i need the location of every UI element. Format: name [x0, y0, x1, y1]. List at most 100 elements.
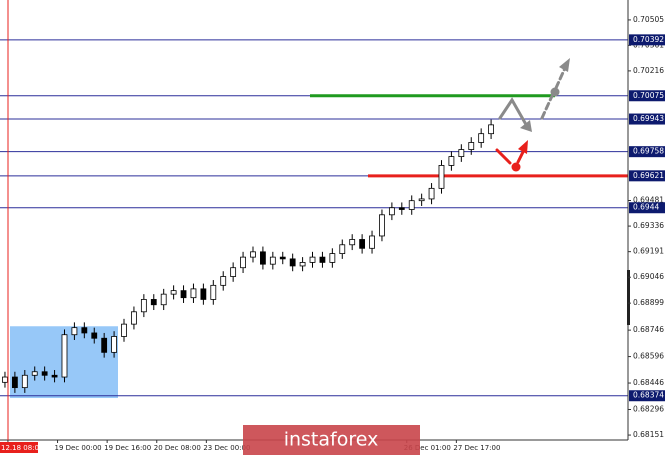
- forecast-path: [498, 97, 530, 130]
- candle-body: [230, 267, 237, 277]
- candle-body: [81, 327, 88, 334]
- candle-body: [71, 327, 78, 336]
- candle-body: [11, 376, 18, 389]
- candle-body: [339, 244, 346, 254]
- candle-body: [131, 311, 137, 325]
- forecast-dot: [511, 162, 521, 172]
- x-tick-label: 26 Dec 01:00: [404, 444, 451, 452]
- candle-body: [150, 299, 157, 306]
- candle-body: [488, 124, 494, 135]
- candle-body: [190, 288, 197, 299]
- candle-body: [200, 288, 207, 300]
- candle-body: [21, 374, 28, 389]
- candle-body: [448, 156, 455, 166]
- candle-body: [349, 239, 356, 246]
- candle-body: [279, 256, 286, 260]
- y-tick-label: 0.69191: [633, 247, 664, 256]
- y-tick-label: 0.69481: [633, 196, 664, 205]
- candle-body: [260, 251, 266, 265]
- y-tick-label: 0.69336: [633, 221, 664, 230]
- y-tick-label: 0.69046: [633, 272, 664, 281]
- level-label-box: [629, 170, 665, 182]
- candle-body: [388, 207, 395, 216]
- level-label: 0.69621: [633, 171, 664, 180]
- x-tick-label: 27 Dec 17:00: [453, 444, 500, 452]
- candle-body: [240, 256, 246, 269]
- y-tick-label: 0.70505: [633, 15, 664, 24]
- x-tick-label: 23 Dec 00:00: [203, 444, 250, 452]
- candle-body: [180, 290, 187, 299]
- candle-body: [51, 374, 58, 378]
- candle-body: [61, 334, 68, 378]
- level-label-box: [629, 202, 665, 214]
- level-label-box: [629, 34, 665, 46]
- candle-body: [101, 337, 108, 353]
- forecast-path: [540, 94, 554, 120]
- x-tick-label: 20 Dec 08:00: [154, 444, 201, 452]
- forecast-arrows: [495, 58, 570, 172]
- candle-body: [468, 142, 475, 150]
- forecast-dot: [550, 87, 560, 97]
- candle-body: [379, 214, 385, 237]
- level-label: 0.68374: [633, 391, 664, 400]
- forecast-path: [495, 148, 512, 165]
- candle-body: [309, 256, 316, 263]
- candle-body: [2, 376, 8, 383]
- arrow-head: [559, 58, 570, 72]
- x-tick-highlight: [0, 442, 38, 453]
- candle-body: [41, 371, 48, 376]
- level-label-box: [629, 113, 665, 125]
- level-label: 0.70075: [633, 91, 664, 100]
- y-tick-label: 0.68746: [633, 325, 664, 334]
- level-label-box: [629, 146, 665, 158]
- candle-body: [91, 332, 98, 339]
- watermark: instaforex: [243, 425, 420, 455]
- candle-body: [250, 251, 256, 258]
- candle-body: [210, 284, 217, 300]
- arrow-head: [518, 140, 528, 154]
- y-tick-label: 0.70216: [633, 66, 664, 75]
- y-tick-label: 0.68596: [633, 352, 664, 361]
- forecast-path: [554, 66, 567, 90]
- candle-body: [398, 207, 405, 210]
- candle-body: [359, 239, 366, 249]
- level-label: 0.70392: [633, 35, 664, 44]
- forecast-path: [516, 148, 526, 164]
- candle-body: [428, 187, 435, 200]
- candle-body: [369, 235, 375, 249]
- level-label-box: [629, 390, 665, 402]
- x-tick-label: 19 Dec 00:00: [55, 444, 102, 452]
- candle-body: [418, 198, 425, 202]
- scroll-indicator: [627, 270, 630, 325]
- candle-body: [111, 336, 117, 353]
- candle-body: [319, 256, 326, 263]
- candle-body: [289, 258, 296, 267]
- candle-body: [140, 299, 147, 313]
- arrow-head: [520, 120, 532, 132]
- candle-body: [160, 293, 167, 306]
- candle-body: [121, 323, 127, 337]
- candle-body: [269, 256, 276, 265]
- level-label: 0.69943: [633, 114, 664, 123]
- y-tick-label: 0.68151: [633, 430, 664, 439]
- candle-body: [458, 149, 465, 158]
- x-tick-label: 12.18 08:00: [1, 444, 43, 452]
- level-label: 0.69758: [633, 147, 664, 156]
- level-label: 0.6944: [633, 203, 659, 212]
- candle-body: [408, 200, 415, 210]
- watermark-box: [243, 425, 420, 455]
- candle-body: [299, 262, 306, 267]
- x-tick-label: 19 Dec 16:00: [104, 444, 151, 452]
- level-label-box: [629, 90, 665, 102]
- candle-body: [31, 371, 38, 376]
- candle-body: [170, 290, 177, 295]
- y-tick-label: 0.68296: [633, 404, 664, 413]
- candle-body: [478, 133, 485, 143]
- candle-body: [329, 253, 336, 263]
- candle-body: [220, 276, 227, 286]
- y-tick-label: 0.68446: [633, 378, 664, 387]
- candle-body: [438, 165, 445, 189]
- y-tick-label: 0.68899: [633, 298, 664, 307]
- watermark-text: instaforex: [284, 429, 379, 451]
